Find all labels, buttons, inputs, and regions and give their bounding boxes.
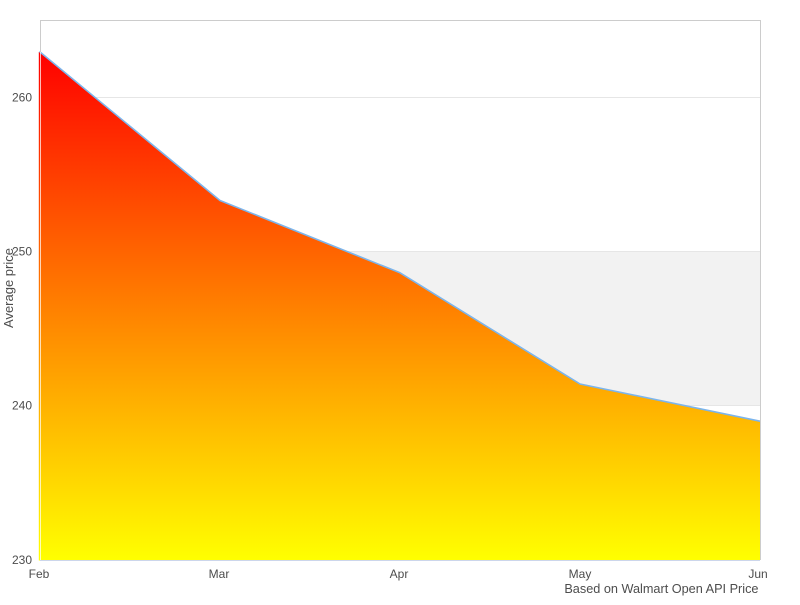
svg-text:May: May bbox=[569, 567, 592, 581]
svg-text:Jun: Jun bbox=[748, 567, 767, 581]
svg-text:Apr: Apr bbox=[390, 567, 409, 581]
svg-text:260: 260 bbox=[12, 91, 32, 105]
svg-text:240: 240 bbox=[12, 399, 32, 413]
svg-text:250: 250 bbox=[12, 245, 32, 259]
svg-text:Feb: Feb bbox=[29, 567, 50, 581]
svg-text:Average price: Average price bbox=[1, 248, 16, 328]
svg-text:230: 230 bbox=[12, 553, 32, 567]
svg-text:Mar: Mar bbox=[209, 567, 230, 581]
svg-text:Based on Walmart Open API Pric: Based on Walmart Open API Price bbox=[564, 582, 758, 596]
